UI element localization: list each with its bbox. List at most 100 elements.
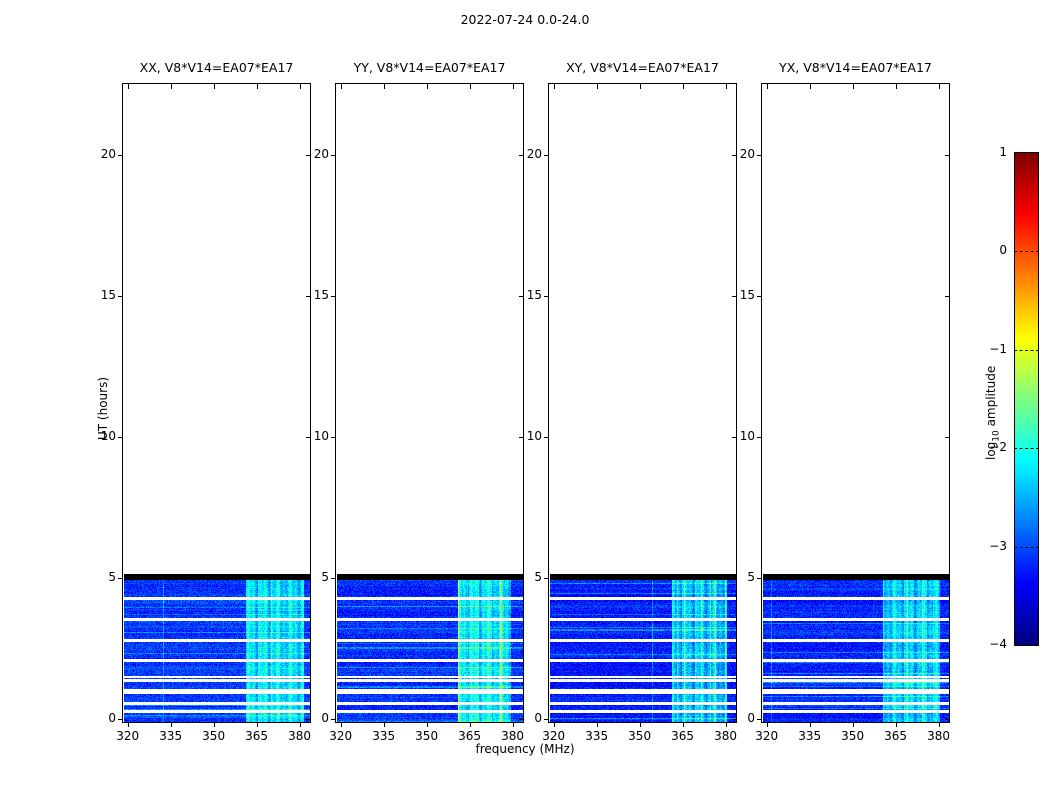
x-tick-mark-top: [553, 84, 555, 89]
y-tick-mark: [757, 578, 762, 580]
y-tick-mark: [544, 578, 549, 580]
y-tick-mark-right: [306, 155, 311, 157]
x-tick-mark-top: [299, 84, 301, 89]
y-tick-label: 0: [321, 711, 329, 725]
x-tick-mark-top: [596, 84, 598, 89]
y-tick-mark-right: [306, 719, 311, 721]
x-tick-mark: [553, 723, 555, 727]
colorbar-tick-label: −4: [989, 637, 1007, 651]
x-tick-mark: [213, 723, 215, 727]
colorbar-tick-label: 1: [999, 145, 1007, 159]
colorbar-label: log10 amplitude: [984, 365, 1002, 460]
spectrogram-panel-1[interactable]: [335, 83, 524, 723]
y-tick-label: 5: [321, 570, 329, 584]
y-tick-label: 10: [100, 429, 116, 443]
x-tick-mark: [852, 723, 854, 727]
colorbar-tick-label: −2: [989, 440, 1007, 454]
y-tick-mark-right: [732, 437, 737, 439]
y-tick-label: 10: [313, 429, 329, 443]
x-tick-mark-top: [127, 84, 129, 89]
colorbar-tick-label: −1: [989, 342, 1007, 356]
colorbar-tick-label: 0: [999, 243, 1007, 257]
y-tick-label: 5: [108, 570, 116, 584]
y-tick-mark: [331, 578, 336, 580]
x-tick-mark-top: [213, 84, 215, 89]
y-tick-label: 20: [100, 147, 116, 161]
x-tick-label: 365: [671, 729, 695, 743]
panel-title-3: YX, V8*V14=EA07*EA17: [779, 60, 932, 75]
x-tick-label: 380: [501, 729, 524, 743]
x-tick-label: 350: [202, 729, 226, 743]
y-tick-label: 10: [739, 429, 755, 443]
y-tick-mark: [757, 719, 762, 721]
x-tick-mark: [469, 723, 471, 727]
x-tick-label: 335: [798, 729, 822, 743]
x-tick-mark: [299, 723, 301, 727]
x-axis-label: frequency (MHz): [475, 742, 575, 756]
y-tick-mark: [331, 719, 336, 721]
colorbar-tick-mark: [1014, 251, 1039, 253]
y-tick-label: 20: [739, 147, 755, 161]
y-tick-label: 15: [313, 288, 329, 302]
y-tick-mark-right: [732, 155, 737, 157]
x-tick-mark: [426, 723, 428, 727]
figure-suptitle: 2022-07-24 0.0-24.0: [460, 12, 590, 27]
y-tick-mark: [331, 296, 336, 298]
spectrogram-panel-2[interactable]: [548, 83, 737, 723]
y-tick-label: 20: [313, 147, 329, 161]
y-tick-mark: [544, 155, 549, 157]
x-tick-label: 365: [884, 729, 908, 743]
y-tick-mark-right: [732, 719, 737, 721]
y-tick-mark-right: [519, 296, 524, 298]
x-tick-mark-top: [639, 84, 641, 89]
y-tick-mark-right: [945, 578, 950, 580]
x-tick-mark-top: [340, 84, 342, 89]
x-tick-mark-top: [469, 84, 471, 89]
x-tick-mark: [256, 723, 258, 727]
x-tick-label: 365: [245, 729, 269, 743]
y-tick-mark-right: [945, 155, 950, 157]
y-tick-mark-right: [732, 578, 737, 580]
colorbar-tick-mark: [1014, 350, 1039, 352]
x-tick-label: 320: [116, 729, 140, 743]
spectrogram-image-3: [763, 574, 949, 722]
x-tick-label: 380: [288, 729, 311, 743]
x-tick-label: 380: [927, 729, 950, 743]
x-tick-label: 320: [755, 729, 779, 743]
colorbar-label-subscript: 10: [991, 430, 1002, 442]
panel-title-2: XY, V8*V14=EA07*EA17: [566, 60, 719, 75]
y-tick-mark-right: [519, 719, 524, 721]
x-tick-mark-top: [682, 84, 684, 89]
x-tick-mark: [127, 723, 129, 727]
spectrogram-image-2: [550, 574, 736, 722]
y-tick-label: 5: [534, 570, 542, 584]
x-tick-label: 350: [841, 729, 865, 743]
y-tick-label: 15: [526, 288, 542, 302]
y-tick-label: 0: [108, 711, 116, 725]
y-tick-mark: [118, 578, 123, 580]
colorbar-gradient: [1015, 153, 1038, 645]
spectrogram-panel-3[interactable]: [761, 83, 950, 723]
x-tick-mark: [725, 723, 727, 727]
y-tick-label: 0: [534, 711, 542, 725]
y-tick-mark-right: [519, 437, 524, 439]
y-tick-mark-right: [519, 578, 524, 580]
colorbar-tick-mark: [1014, 448, 1039, 450]
x-tick-label: 335: [372, 729, 396, 743]
y-tick-label: 20: [526, 147, 542, 161]
x-tick-mark: [639, 723, 641, 727]
x-tick-mark-top: [256, 84, 258, 89]
x-tick-mark-top: [938, 84, 940, 89]
x-tick-mark: [766, 723, 768, 727]
x-tick-mark: [512, 723, 514, 727]
y-tick-mark-right: [306, 437, 311, 439]
x-tick-mark: [596, 723, 598, 727]
x-tick-label: 380: [714, 729, 737, 743]
spectrogram-panel-0[interactable]: [122, 83, 311, 723]
y-tick-label: 0: [747, 711, 755, 725]
y-tick-mark-right: [519, 155, 524, 157]
x-tick-label: 320: [329, 729, 353, 743]
y-tick-mark: [118, 437, 123, 439]
x-tick-mark: [895, 723, 897, 727]
y-tick-mark-right: [945, 719, 950, 721]
